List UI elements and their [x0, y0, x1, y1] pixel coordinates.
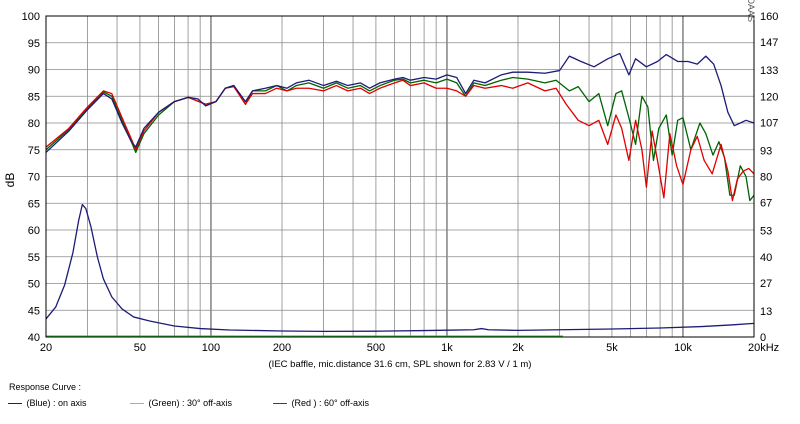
y-tick-label: 100	[22, 11, 40, 23]
x-tick-label: 20	[40, 342, 52, 354]
y-tick-label: 85	[28, 91, 40, 103]
y2-tick-label: 53	[760, 226, 772, 238]
y-tick-label: 70	[28, 172, 40, 184]
y2-tick-label: 27	[760, 278, 772, 290]
y2-tick-label: 80	[760, 172, 772, 184]
x-tick-label: 5k	[606, 342, 618, 354]
y-axis-label: dB	[3, 173, 17, 188]
y2-tick-label: 40	[760, 252, 772, 264]
plot-frame	[45, 15, 755, 338]
y-tick-label: 50	[28, 279, 40, 291]
x-tick-label: 2k	[512, 342, 524, 354]
y2-tick-label: 147	[760, 37, 778, 49]
legend-title: Response Curve :	[9, 382, 82, 392]
x-tick-label: 20kHz	[748, 342, 779, 354]
y2-tick-label: 93	[760, 145, 772, 157]
x-tick-label: 200	[273, 342, 291, 354]
y-tick-label: 60	[28, 225, 40, 237]
legend-item-on-axis: (Blue) : on axis	[8, 398, 87, 408]
y-tick-label: 40	[28, 332, 40, 344]
y2-tick-label: 160	[760, 11, 778, 23]
x-tick-label: 500	[367, 342, 385, 354]
legend-swatch-red	[273, 403, 287, 405]
y2-tick-label: 107	[760, 117, 778, 129]
x-tick-label: 100	[202, 342, 220, 354]
series-line-0	[45, 52, 755, 153]
x-tick-label: 10k	[674, 342, 692, 354]
y-tick-label: 90	[28, 65, 40, 77]
legend-item-60-off-axis: (Red ) : 60° off-axis	[273, 398, 369, 408]
y-tick-label: 45	[28, 305, 40, 317]
y2-tick-label: 120	[760, 91, 778, 103]
y-tick-label: 95	[28, 38, 40, 50]
y2-tick-label: 0	[760, 332, 766, 344]
legend-label-on-axis: (Blue) : on axis	[26, 398, 87, 408]
y2-tick-label: 13	[760, 306, 772, 318]
y2-tick-label: 133	[760, 65, 778, 77]
axis-tick-labels: 40 45 50 55 60 65 70 75 80 85 90 95 100 0 13 27 40 53 67 80…	[22, 11, 780, 354]
response-curves	[45, 52, 755, 337]
grid-lines	[46, 16, 754, 337]
y2-tick-label: 67	[760, 198, 772, 210]
series-line-2	[45, 79, 755, 202]
x-tick-label: 1k	[441, 342, 453, 354]
legend-label-30-off-axis: (Green) : 30° off-axis	[148, 398, 232, 408]
y-tick-label: 75	[28, 145, 40, 157]
series-line-3	[45, 203, 755, 333]
y-tick-label: 80	[28, 118, 40, 130]
measurement-note: (IEC baffle, mic.distance 31.6 cm, SPL s…	[269, 359, 532, 370]
legend-label-60-off-axis: (Red ) : 60° off-axis	[291, 398, 369, 408]
brand-watermark: DAAS	[746, 0, 756, 22]
legend-swatch-green	[130, 403, 144, 405]
x-tick-label: 50	[134, 342, 146, 354]
frequency-response-chart: 40 45 50 55 60 65 70 75 80 85 90 95 100 0 13 27 40 53 67 80…	[3, 0, 780, 370]
legend-swatch-blue	[8, 403, 22, 405]
legend-panel: Response Curve : (Blue) : on axis (Green…	[0, 372, 800, 424]
y-tick-label: 55	[28, 252, 40, 264]
y-tick-label: 65	[28, 198, 40, 210]
legend-item-30-off-axis: (Green) : 30° off-axis	[130, 398, 232, 408]
